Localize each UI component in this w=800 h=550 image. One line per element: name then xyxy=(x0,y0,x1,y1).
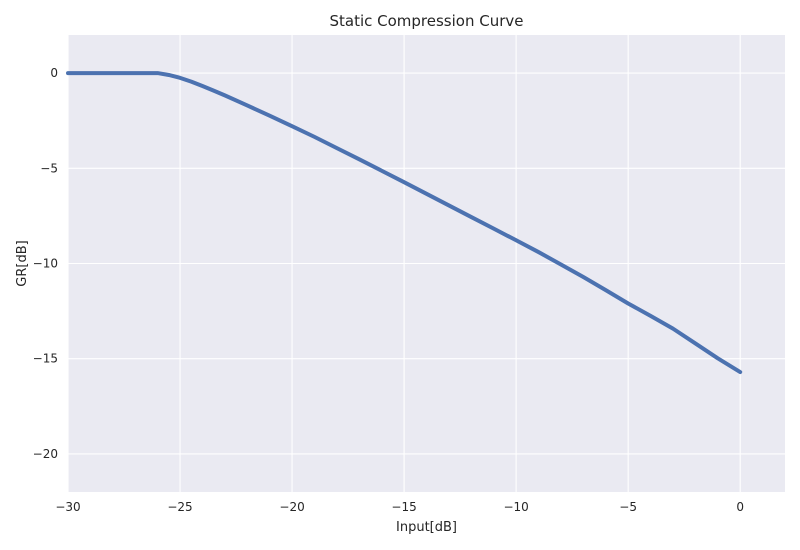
x-tick-label: −15 xyxy=(391,500,416,514)
x-tick-label: −20 xyxy=(279,500,304,514)
x-tick-label: −10 xyxy=(503,500,528,514)
y-tick-label: −10 xyxy=(33,257,58,271)
x-tick-label: −5 xyxy=(619,500,637,514)
y-tick-label: −20 xyxy=(33,447,58,461)
x-tick-labels: −30 −25 −20 −15 −10 −5 0 xyxy=(55,500,744,514)
y-tick-label: −5 xyxy=(40,161,58,175)
y-axis-label: GR[dB] xyxy=(15,240,30,286)
y-tick-label: 0 xyxy=(50,66,58,80)
chart-title: Static Compression Curve xyxy=(329,12,523,30)
x-axis-label: Input[dB] xyxy=(396,520,457,535)
y-tick-label: −15 xyxy=(33,352,58,366)
series-line-0 xyxy=(66,71,743,375)
y-tick-labels: 0 −5 −10 −15 −20 xyxy=(33,66,58,461)
grid-lines xyxy=(67,35,785,492)
x-tick-label: 0 xyxy=(736,500,744,514)
series-group xyxy=(66,71,743,375)
x-tick-label: −30 xyxy=(55,500,80,514)
x-tick-label: −25 xyxy=(167,500,192,514)
